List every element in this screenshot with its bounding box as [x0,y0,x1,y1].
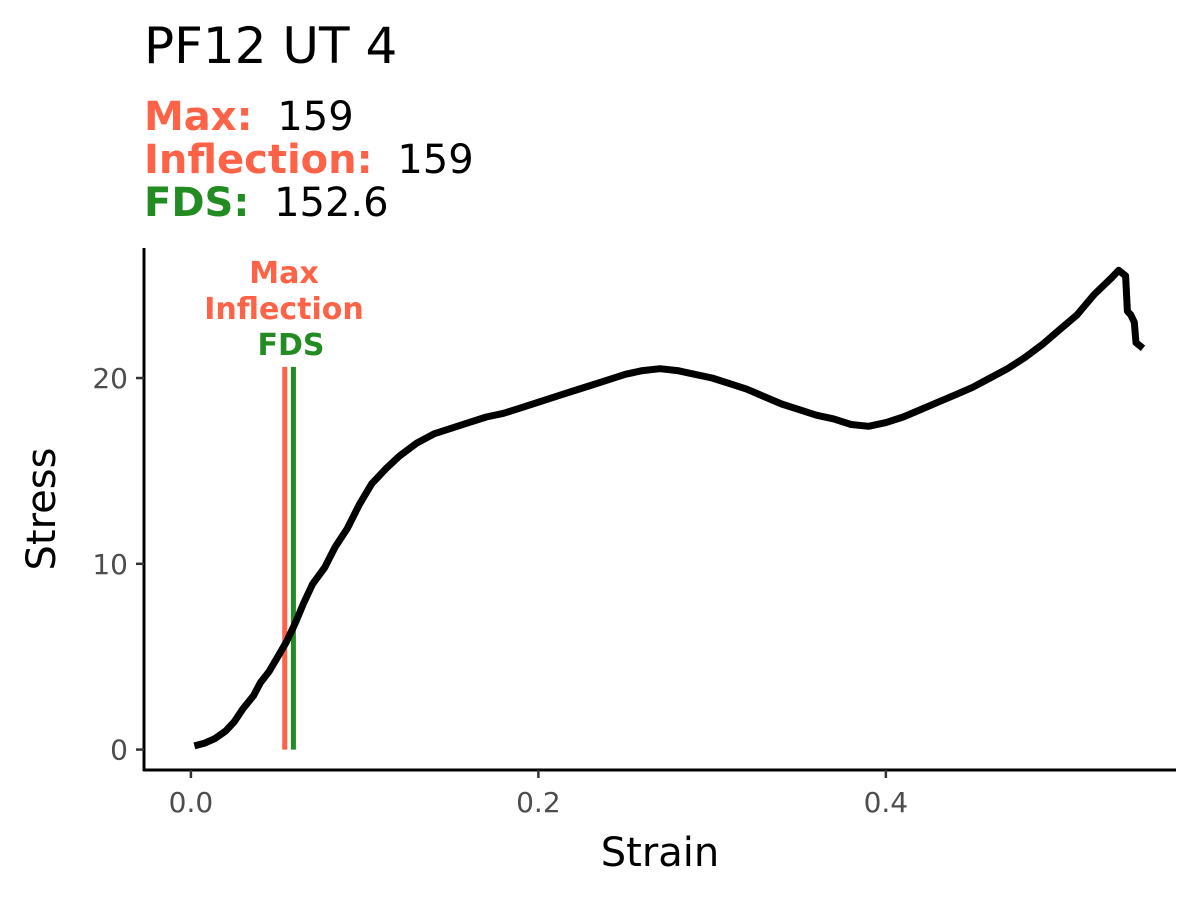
series-lines [193,266,1146,750]
subtitle-inflection-value: 159 [397,137,473,183]
subtitle-inflection: Inflection: 159 [144,137,474,183]
reference-lines [282,366,296,750]
y-tick-label: 0 [110,734,128,767]
annotation-max: Max [249,256,318,291]
annotation-fds: FDS [257,328,324,363]
x-tick-label: 0.4 [864,786,909,819]
subtitle-inflection-label: Inflection: [144,137,373,183]
x-axis-label: Strain [601,830,720,876]
series-line-0 [193,266,1146,750]
subtitle-max-value: 159 [277,94,353,140]
subtitle-max-label: Max: [144,94,253,140]
y-axis-label: Stress [19,448,65,571]
chart-title: PF12 UT 4 [144,17,397,75]
x-tick-label: 0.0 [169,786,214,819]
y-tick-label: 20 [92,362,128,395]
subtitle-max: Max: 159 [144,94,354,140]
subtitle-fds-label: FDS: [144,180,249,226]
y-tick-label: 10 [92,548,128,581]
x-tick-label: 0.2 [516,786,561,819]
subtitle-fds: FDS: 152.6 [144,180,389,226]
subtitle-fds-value: 152.6 [274,180,389,226]
axis-ticks: 0.0 0.2 0.4 0 10 20 [92,362,908,819]
annotation-inflection: Inflection [204,292,363,327]
